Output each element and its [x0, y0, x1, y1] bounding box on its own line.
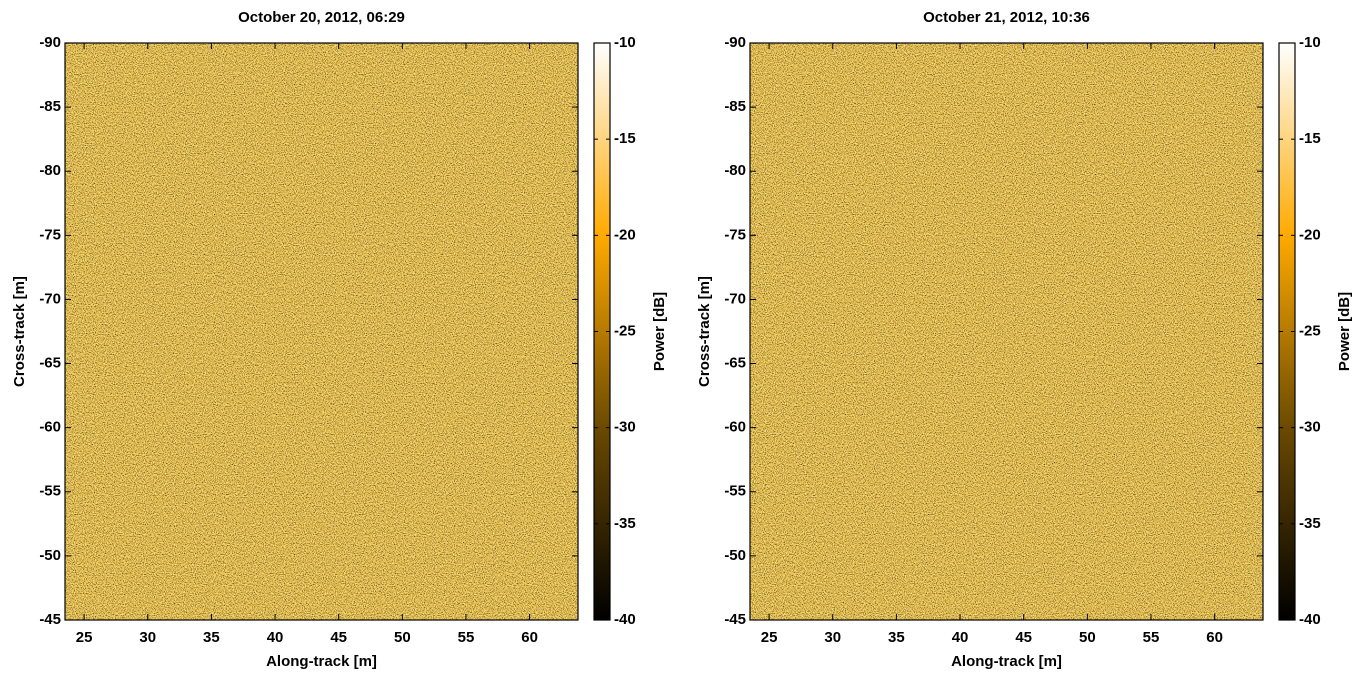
x-tick-label: 55: [458, 629, 475, 646]
x-tick-label: 25: [761, 629, 778, 646]
colorbar-tick-label: -25: [614, 322, 636, 339]
y-tick-label: -75: [724, 226, 746, 243]
colorbar-tick-label: -10: [614, 34, 636, 51]
x-tick-label: 50: [394, 629, 411, 646]
colorbar-tick-label: -40: [614, 611, 636, 628]
y-tick-label: -45: [724, 611, 746, 628]
x-axis-label: Along-track [m]: [266, 653, 377, 670]
colorbar-tick-label: -35: [1299, 515, 1321, 532]
colorbar-tick-label: -10: [1299, 34, 1321, 51]
x-tick-label: 45: [330, 629, 347, 646]
x-tick-label: 50: [1079, 629, 1096, 646]
colorbar-tick-label: -15: [1299, 130, 1321, 147]
y-tick-label: -45: [39, 611, 61, 628]
y-tick-label: -55: [39, 483, 61, 500]
y-tick-label: -70: [724, 290, 746, 307]
x-tick-label: 30: [139, 629, 156, 646]
y-tick-label: -65: [39, 355, 61, 372]
colorbar-tick-label: -25: [1299, 322, 1321, 339]
sonar-image: [750, 43, 1263, 620]
colorbar-tick-label: -40: [1299, 611, 1321, 628]
y-tick-label: -85: [39, 98, 61, 115]
y-tick-label: -65: [724, 355, 746, 372]
y-tick-label: -55: [724, 483, 746, 500]
y-tick-label: -80: [39, 162, 61, 179]
colorbar-tick-label: -30: [614, 419, 636, 436]
y-tick-label: -85: [724, 98, 746, 115]
sonar-image: [65, 43, 578, 620]
colorbar-tick-label: -20: [1299, 226, 1321, 243]
y-tick-label: -90: [724, 34, 746, 51]
x-tick-label: 30: [824, 629, 841, 646]
y-tick-label: -90: [39, 34, 61, 51]
x-tick-label: 25: [76, 629, 93, 646]
chart-title: October 21, 2012, 10:36: [923, 9, 1090, 26]
y-tick-label: -50: [724, 547, 746, 564]
x-tick-label: 40: [952, 629, 969, 646]
x-tick-label: 60: [1206, 629, 1223, 646]
colorbar-tick-label: -30: [1299, 419, 1321, 436]
y-axis-label: Cross-track [m]: [696, 276, 713, 387]
x-tick-label: 40: [267, 629, 284, 646]
colorbar-label: Power [dB]: [651, 292, 668, 371]
colorbar-tick-label: -35: [614, 515, 636, 532]
y-tick-label: -70: [39, 290, 61, 307]
y-tick-label: -80: [724, 162, 746, 179]
x-axis-label: Along-track [m]: [951, 653, 1062, 670]
x-tick-label: 35: [203, 629, 220, 646]
y-tick-label: -60: [724, 419, 746, 436]
plot-frame: [749, 42, 1264, 621]
colorbar-label: Power [dB]: [1336, 292, 1353, 371]
chart-title: October 20, 2012, 06:29: [238, 9, 405, 26]
y-tick-label: -50: [39, 547, 61, 564]
x-tick-label: 60: [521, 629, 538, 646]
x-tick-label: 55: [1143, 629, 1160, 646]
y-tick-label: -60: [39, 419, 61, 436]
colorbar-tick-label: -20: [614, 226, 636, 243]
y-tick-label: -75: [39, 226, 61, 243]
x-tick-label: 45: [1015, 629, 1032, 646]
colorbar-tick-label: -15: [614, 130, 636, 147]
y-axis-label: Cross-track [m]: [11, 276, 28, 387]
x-tick-label: 35: [888, 629, 905, 646]
plot-frame: [64, 42, 579, 621]
